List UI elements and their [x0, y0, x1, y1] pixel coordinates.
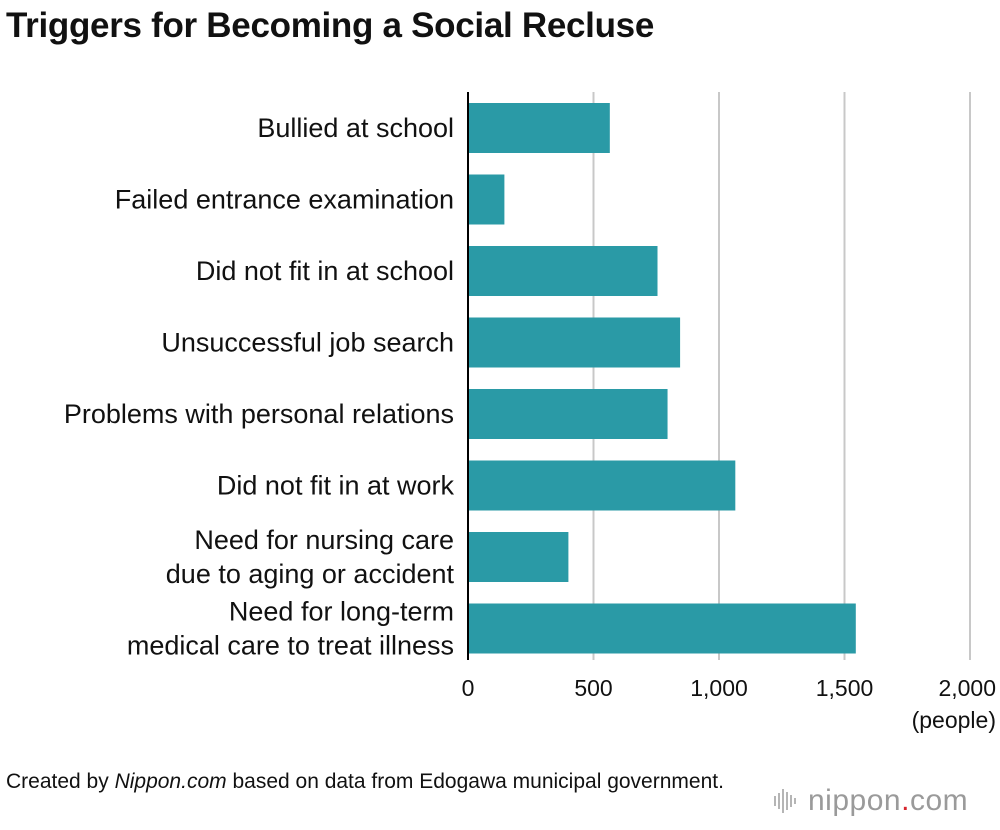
category-label: Need for nursing care due to aging or acc… [166, 525, 455, 589]
category-label-line: Unsuccessful job search [161, 328, 454, 358]
category-label-line: Need for long-term [229, 597, 454, 627]
category-label-line: Did not fit in at school [196, 256, 454, 286]
logo-name: nippon [808, 784, 902, 817]
nippon-logo: nippon. com [772, 784, 968, 818]
x-tick-label: 0 [462, 675, 475, 701]
bar [468, 246, 658, 296]
x-tick-label: 1,500 [816, 675, 874, 701]
bar [468, 174, 505, 225]
category-label: Need for long-term medical care to treat … [127, 597, 454, 661]
bar [468, 317, 681, 368]
chart-title: Triggers for Becoming a Social Recluse [6, 6, 654, 45]
category-label-line: Need for nursing care [194, 525, 454, 555]
bar [468, 532, 569, 582]
category-label: Unsuccessful job search [161, 328, 454, 358]
bar [468, 103, 610, 153]
logo-tld: com [909, 784, 969, 817]
category-label-line: Failed entrance examination [115, 185, 454, 215]
x-tick-label: 500 [574, 675, 612, 701]
bar [468, 460, 736, 511]
x-axis-unit-label: (people) [912, 707, 996, 733]
category-label-line: Did not fit in at work [217, 471, 455, 501]
category-label-line: Bullied at school [257, 113, 454, 143]
category-label: Failed entrance examination [115, 185, 454, 215]
credit-source-name: Nippon.com [114, 770, 227, 793]
bar [468, 603, 856, 654]
category-label-line: medical care to treat illness [127, 631, 454, 661]
bar [468, 389, 668, 439]
x-tick-labels: 0 500 1,000 1,500 2,000 [462, 675, 996, 701]
category-label: Did not fit in at school [196, 256, 454, 286]
credit-prefix: Created by [6, 770, 115, 793]
category-label: Problems with personal relations [64, 399, 454, 429]
category-label: Did not fit in at work [217, 471, 455, 501]
credit-suffix: based on data from Edogawa municipal gov… [226, 770, 724, 793]
category-label: Bullied at school [257, 113, 454, 143]
logo-dot: . [901, 784, 910, 817]
x-tick-label: 1,000 [690, 675, 748, 701]
category-label-line: Problems with personal relations [64, 399, 454, 429]
sound-wave-icon [774, 789, 796, 813]
bars [468, 103, 856, 654]
source-credit: Created by Nippon.com based on data from… [6, 768, 766, 795]
x-tick-label: 2,000 [938, 675, 996, 701]
category-labels: Bullied at school Failed entrance examina… [64, 113, 455, 661]
category-label-line: due to aging or accident [166, 559, 455, 589]
grid-lines [592, 92, 971, 660]
